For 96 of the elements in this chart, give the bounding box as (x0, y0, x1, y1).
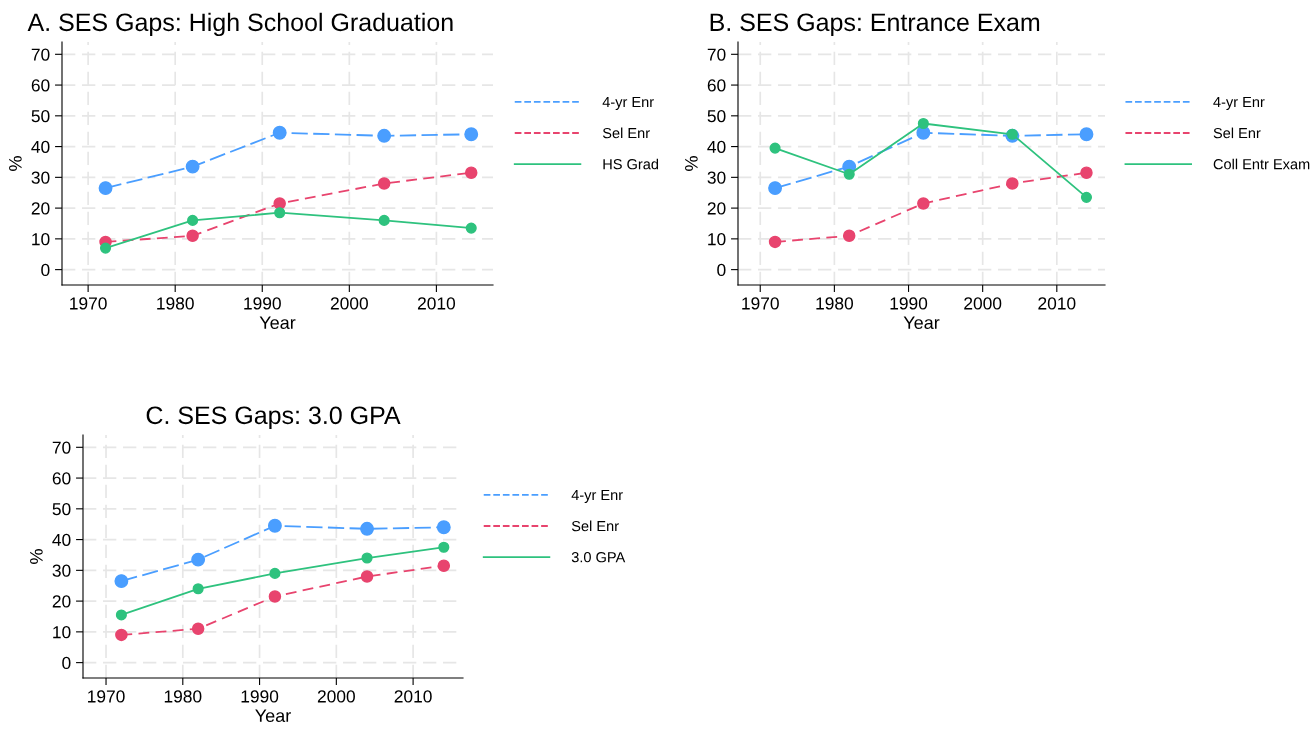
point (465, 222, 477, 234)
point (917, 117, 929, 130)
y-tick-label: 10 (32, 233, 50, 246)
point (114, 574, 129, 589)
y-axis-title: % (30, 549, 43, 564)
point (185, 159, 200, 174)
point (917, 197, 930, 210)
point (769, 142, 781, 154)
legend-label: Coll Entr Exam (1213, 158, 1310, 170)
y-tick-label: 40 (52, 533, 71, 547)
y-tick-label: 70 (52, 441, 71, 454)
point (377, 177, 391, 190)
x-tick-label: 1990 (241, 690, 279, 703)
y-tick-label: 30 (31, 171, 50, 184)
x-tick-label: 2010 (394, 690, 432, 703)
legend-label: 3.0 GPA (571, 552, 626, 563)
point (192, 583, 204, 595)
point (267, 518, 282, 533)
point (464, 127, 479, 142)
point (464, 166, 478, 179)
point (269, 567, 281, 579)
point (186, 229, 199, 243)
point (360, 521, 374, 536)
y-tick-label: 50 (31, 109, 50, 123)
y-tick-label: 40 (31, 140, 50, 154)
x-tick-label: 1980 (816, 297, 854, 310)
x-tick-label: 1970 (742, 297, 779, 310)
y-tick-label: 0 (717, 263, 726, 277)
x-tick-label: 2000 (317, 690, 355, 703)
legend-label: 4-yr Enr (602, 96, 654, 111)
point (437, 559, 451, 572)
x-tick-label: 1970 (88, 690, 125, 703)
x-tick-label: 2000 (964, 297, 1002, 310)
y-axis-title: % (9, 156, 22, 171)
y-tick-label: 50 (52, 502, 71, 516)
x-axis-title: Year (255, 709, 291, 723)
point (360, 570, 374, 583)
y-tick-label: 20 (52, 595, 71, 608)
legend-label: 4-yr Enr (571, 489, 623, 504)
point (1080, 191, 1093, 203)
legend-label: 4-yr Enr (1213, 96, 1265, 111)
y-tick-label: 20 (707, 202, 726, 215)
x-tick-label: 1980 (164, 690, 202, 703)
y-tick-label: 30 (52, 564, 71, 577)
point (115, 628, 128, 642)
x-tick-label: 1970 (70, 297, 107, 310)
y-tick-label: 70 (31, 48, 50, 61)
x-tick-label: 1990 (244, 297, 281, 310)
x-tick-label: 1990 (890, 297, 928, 310)
point (377, 128, 392, 143)
legend-label: Sel Enr (602, 127, 650, 139)
point (99, 242, 112, 254)
point (361, 552, 373, 564)
x-tick-label: 2000 (330, 297, 368, 310)
point (436, 520, 451, 535)
y-tick-label: 30 (707, 171, 726, 184)
point (1079, 127, 1094, 142)
y-tick-label: 10 (53, 626, 71, 639)
point (768, 235, 782, 249)
legend-label: Sel Enr (571, 520, 619, 532)
y-tick-label: 10 (708, 233, 726, 246)
y-tick-label: 40 (707, 140, 726, 154)
point (274, 207, 286, 219)
point (842, 229, 856, 243)
point (187, 214, 199, 226)
y-tick-label: 50 (707, 109, 726, 123)
y-tick-label: 60 (707, 79, 726, 92)
point (98, 181, 113, 196)
x-tick-label: 2010 (417, 297, 456, 310)
chart-title: B. SES Gaps: Entrance Exam (710, 13, 1040, 37)
x-tick-label: 1980 (157, 297, 194, 310)
y-tick-label: 60 (31, 79, 50, 92)
y-tick-label: 20 (31, 202, 50, 215)
point (191, 622, 205, 636)
y-tick-label: 70 (707, 48, 726, 61)
chart-title: C. SES Gaps: 3.0 GPA (146, 406, 401, 430)
point (378, 214, 390, 226)
y-axis-title: % (685, 156, 698, 171)
y-tick-label: 0 (41, 263, 50, 277)
point (1080, 166, 1093, 179)
x-axis-title: Year (903, 316, 940, 330)
y-tick-label: 0 (62, 656, 71, 670)
point (272, 125, 287, 140)
point (115, 609, 127, 621)
point (191, 552, 206, 567)
point (843, 168, 855, 180)
legend-label: Sel Enr (1213, 127, 1261, 139)
point (438, 541, 450, 553)
point (1006, 177, 1019, 190)
point (268, 590, 282, 603)
chart-title: A. SES Gaps: High School Graduation (27, 12, 453, 37)
y-tick-label: 60 (52, 472, 71, 485)
x-axis-title: Year (259, 316, 296, 330)
x-tick-label: 2010 (1038, 297, 1076, 310)
point (768, 181, 783, 196)
legend-label: HS Grad (603, 158, 659, 170)
